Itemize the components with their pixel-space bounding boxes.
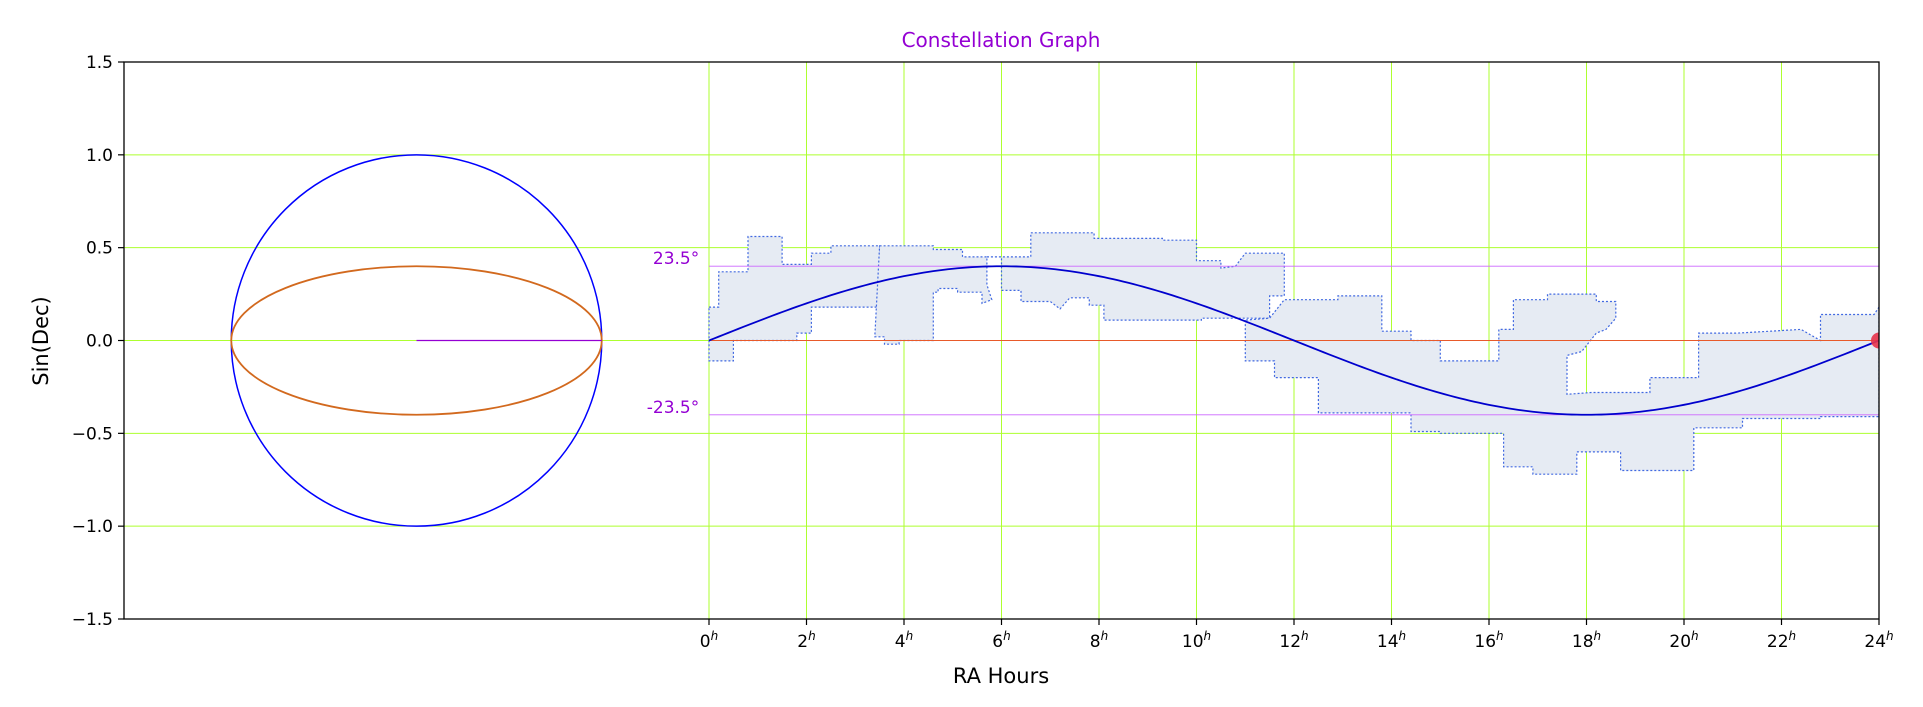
constellation-region	[874, 245, 993, 345]
constellation-region	[1244, 293, 1879, 475]
constellation-region	[986, 232, 1285, 321]
y-tick-label: 1.5	[86, 53, 113, 73]
x-tick-label: 24h	[1864, 629, 1893, 652]
annotations: 23.5° -23.5°	[647, 249, 700, 418]
ecliptic-curve	[708, 265, 1880, 416]
x-tick-label: 4h	[895, 629, 913, 652]
y-tick-label: 0.5	[86, 239, 113, 259]
y-tick-label: −1.0	[72, 517, 113, 537]
x-axis-ticks: 0h 2h 4h 6h 8h 10h 12h 14h 16h 18h 20h 22h 24h	[700, 619, 1894, 652]
celestial-sphere	[230, 154, 603, 527]
x-tick-label: 12h	[1279, 629, 1308, 652]
x-tick-label: 14h	[1377, 629, 1406, 652]
chart-title: Constellation Graph	[902, 28, 1101, 52]
y-axis-ticks: 1.5 1.0 0.5 0.0 −0.5 −1.0 −1.5	[72, 53, 124, 630]
x-tick-label: 16h	[1474, 629, 1503, 652]
x-axis-label: RA Hours	[953, 664, 1049, 688]
tropic-annotation: -23.5°	[647, 398, 700, 418]
x-tick-label: 18h	[1572, 629, 1601, 652]
y-axis-label: Sin(Dec)	[29, 296, 53, 386]
constellation-regions	[708, 232, 1879, 475]
marker-layer	[1871, 332, 1879, 349]
y-tick-label: 1.0	[86, 146, 113, 166]
x-tick-label: 20h	[1669, 629, 1698, 652]
x-tick-label: 0h	[700, 629, 718, 652]
x-tick-label: 10h	[1182, 629, 1211, 652]
x-tick-label: 22h	[1767, 629, 1796, 652]
constellation-region	[708, 235, 881, 362]
position-marker	[1871, 332, 1879, 349]
x-tick-label: 6h	[992, 629, 1010, 652]
y-tick-label: 0.0	[86, 332, 113, 352]
y-tick-label: −0.5	[72, 424, 113, 444]
x-tick-label: 8h	[1090, 629, 1108, 652]
tropic-annotation: 23.5°	[653, 249, 699, 269]
x-tick-label: 2h	[797, 629, 815, 652]
y-tick-label: −1.5	[72, 610, 113, 630]
ecliptic-layer	[708, 265, 1880, 416]
